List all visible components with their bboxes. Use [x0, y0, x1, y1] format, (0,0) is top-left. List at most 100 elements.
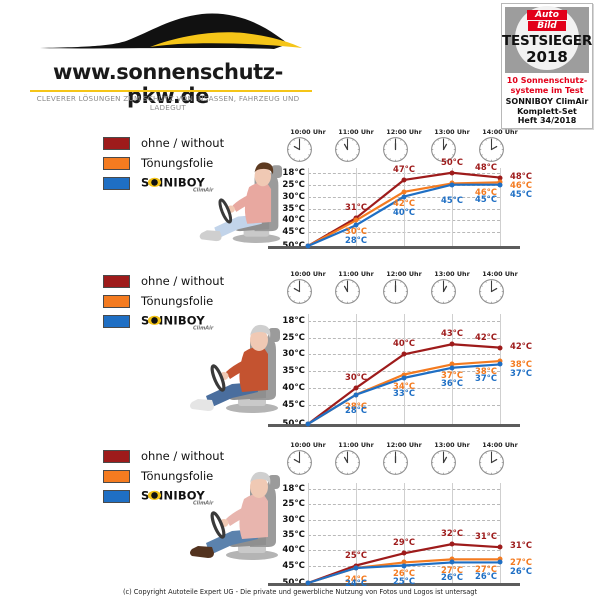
- y-axis-label: 40°C: [282, 545, 305, 556]
- data-point: [353, 217, 359, 223]
- data-point: [305, 243, 311, 249]
- y-axis-label: 40°C: [282, 215, 305, 226]
- data-point: [305, 421, 311, 427]
- y-axis-label: 25°C: [282, 332, 305, 343]
- footer-copyright: (c) Copyright Autoteile Expert UG - Die …: [122, 588, 478, 596]
- legend-item-2: Tönungsfolie: [103, 154, 283, 172]
- legend-swatch-3: [103, 314, 130, 328]
- series-end-label: 26°C: [510, 566, 532, 577]
- data-label: 37°C: [475, 373, 497, 384]
- clock-label-1: 10:00 Uhr: [290, 128, 326, 136]
- clock-face-icon: [287, 450, 312, 475]
- y-axis-label: 25°C: [282, 179, 305, 190]
- data-label: 30°C: [345, 371, 367, 382]
- badge-subtitle: 10 Sonnenschutz- systeme im Test: [502, 76, 592, 95]
- clock-face-icon: [287, 137, 312, 162]
- y-axis-label: 35°C: [282, 203, 305, 214]
- badge-black-line-3: Heft 34/2018: [517, 116, 577, 125]
- data-label: 31°C: [475, 531, 497, 542]
- data-point: [497, 358, 503, 364]
- gridline-x: [500, 483, 501, 583]
- gridline-x: [356, 168, 357, 246]
- clock-face-icon: [335, 137, 360, 162]
- legend-swatch-1: [103, 274, 130, 288]
- clock-2: 11:00 Uhr: [334, 270, 378, 305]
- badge-year: 2018: [526, 48, 568, 66]
- data-label: 37°C: [441, 370, 463, 381]
- driver-illustration: [196, 152, 304, 248]
- badge-black-line-1: SONNIBOY ClimAir: [505, 97, 589, 106]
- series-end-label: 31°C: [510, 540, 532, 551]
- data-label: 32°C: [441, 528, 463, 539]
- badge-black-line-2: Komplett-Set: [517, 106, 577, 116]
- clock-face-icon: [479, 137, 504, 162]
- legend-swatch-2: [103, 156, 130, 170]
- data-label: 30°C: [345, 226, 367, 237]
- brand-url: www.sonnenschutz-pkw.de: [53, 60, 283, 108]
- data-label: 28°C: [345, 400, 367, 411]
- data-label: 42°C: [393, 197, 415, 208]
- driver-illustration: [186, 463, 304, 563]
- chart-panel-2: ohne / without Tönungsfolie S NNIBOY ClimAi…: [0, 266, 600, 441]
- chart-legend: ohne / without Tönungsfolie S NNIBOY ClimAi…: [103, 272, 283, 332]
- data-label: 27°C: [441, 565, 463, 576]
- autobild-logo: Auto Bild: [527, 10, 567, 32]
- car-silhouette-icon: [40, 13, 302, 49]
- clock-2: 11:00 Uhr: [334, 441, 378, 476]
- clock-1: 10:00 Uhr: [286, 270, 330, 305]
- clock-2: 11:00 Uhr: [334, 128, 378, 163]
- x-axis-baseline: [268, 424, 520, 427]
- data-point: [305, 580, 311, 586]
- data-label: 28°C: [345, 404, 367, 415]
- series-end-label: 48°C: [510, 170, 532, 181]
- data-label: 46°C: [475, 187, 497, 198]
- clock-face-icon: [479, 279, 504, 304]
- badge-title: TESTSIEGER: [501, 33, 593, 49]
- x-axis-baseline: [268, 583, 520, 586]
- legend-item-2: Tönungsfolie: [103, 292, 283, 310]
- clock-face-icon: [287, 279, 312, 304]
- data-label: 24°C: [345, 574, 367, 584]
- clock-label-2: 11:00 Uhr: [338, 441, 374, 449]
- legend-label-2: Tönungsfolie: [141, 294, 214, 308]
- data-point: [449, 182, 455, 188]
- data-point: [401, 563, 407, 568]
- data-point: [449, 541, 455, 547]
- y-axis-label: 40°C: [282, 382, 305, 393]
- clock-3: 12:00 Uhr: [382, 128, 426, 163]
- clock-4: 13:00 Uhr: [430, 270, 474, 305]
- data-point: [401, 550, 407, 556]
- y-axis-label: 45°C: [282, 399, 305, 410]
- data-label: 45°C: [475, 193, 497, 204]
- brand-divider: [30, 90, 312, 92]
- data-label: 28°C: [345, 235, 367, 246]
- y-axis-label: 18°C: [282, 167, 305, 178]
- series-end-label: 37°C: [510, 368, 532, 379]
- clock-label-3: 12:00 Uhr: [386, 128, 422, 136]
- data-point: [353, 385, 359, 391]
- y-axis-label: 35°C: [282, 366, 305, 377]
- data-label: 40°C: [393, 206, 415, 217]
- legend-label-1: ohne / without: [141, 449, 225, 463]
- brand-tagline: CLEVERER LÖSUNGEN ZUM SCHUTZ VON INSASSE…: [36, 94, 300, 112]
- data-point: [497, 361, 503, 367]
- gridline-x: [452, 483, 453, 583]
- clock-4: 13:00 Uhr: [430, 441, 474, 476]
- data-point: [449, 559, 455, 565]
- clock-label-1: 10:00 Uhr: [290, 270, 326, 278]
- legend-swatch-3: [103, 176, 130, 190]
- y-axis-label: 35°C: [282, 529, 305, 540]
- clock-face-icon: [383, 137, 408, 162]
- clock-face-icon: [431, 279, 456, 304]
- data-point: [401, 559, 407, 565]
- clock-3: 12:00 Uhr: [382, 441, 426, 476]
- gridline-x: [500, 314, 501, 424]
- badge-red-line-2: systeme im Test: [510, 85, 584, 95]
- data-label: 24°C: [345, 578, 367, 588]
- gridline-x: [452, 168, 453, 246]
- autobild-auto: Auto: [527, 10, 567, 20]
- chart-legend: ohne / without Tönungsfolie S NNIBOY ClimAi…: [103, 134, 283, 194]
- data-point: [497, 345, 503, 351]
- series-end-label: 46°C: [510, 180, 532, 191]
- clock-face-icon: [383, 450, 408, 475]
